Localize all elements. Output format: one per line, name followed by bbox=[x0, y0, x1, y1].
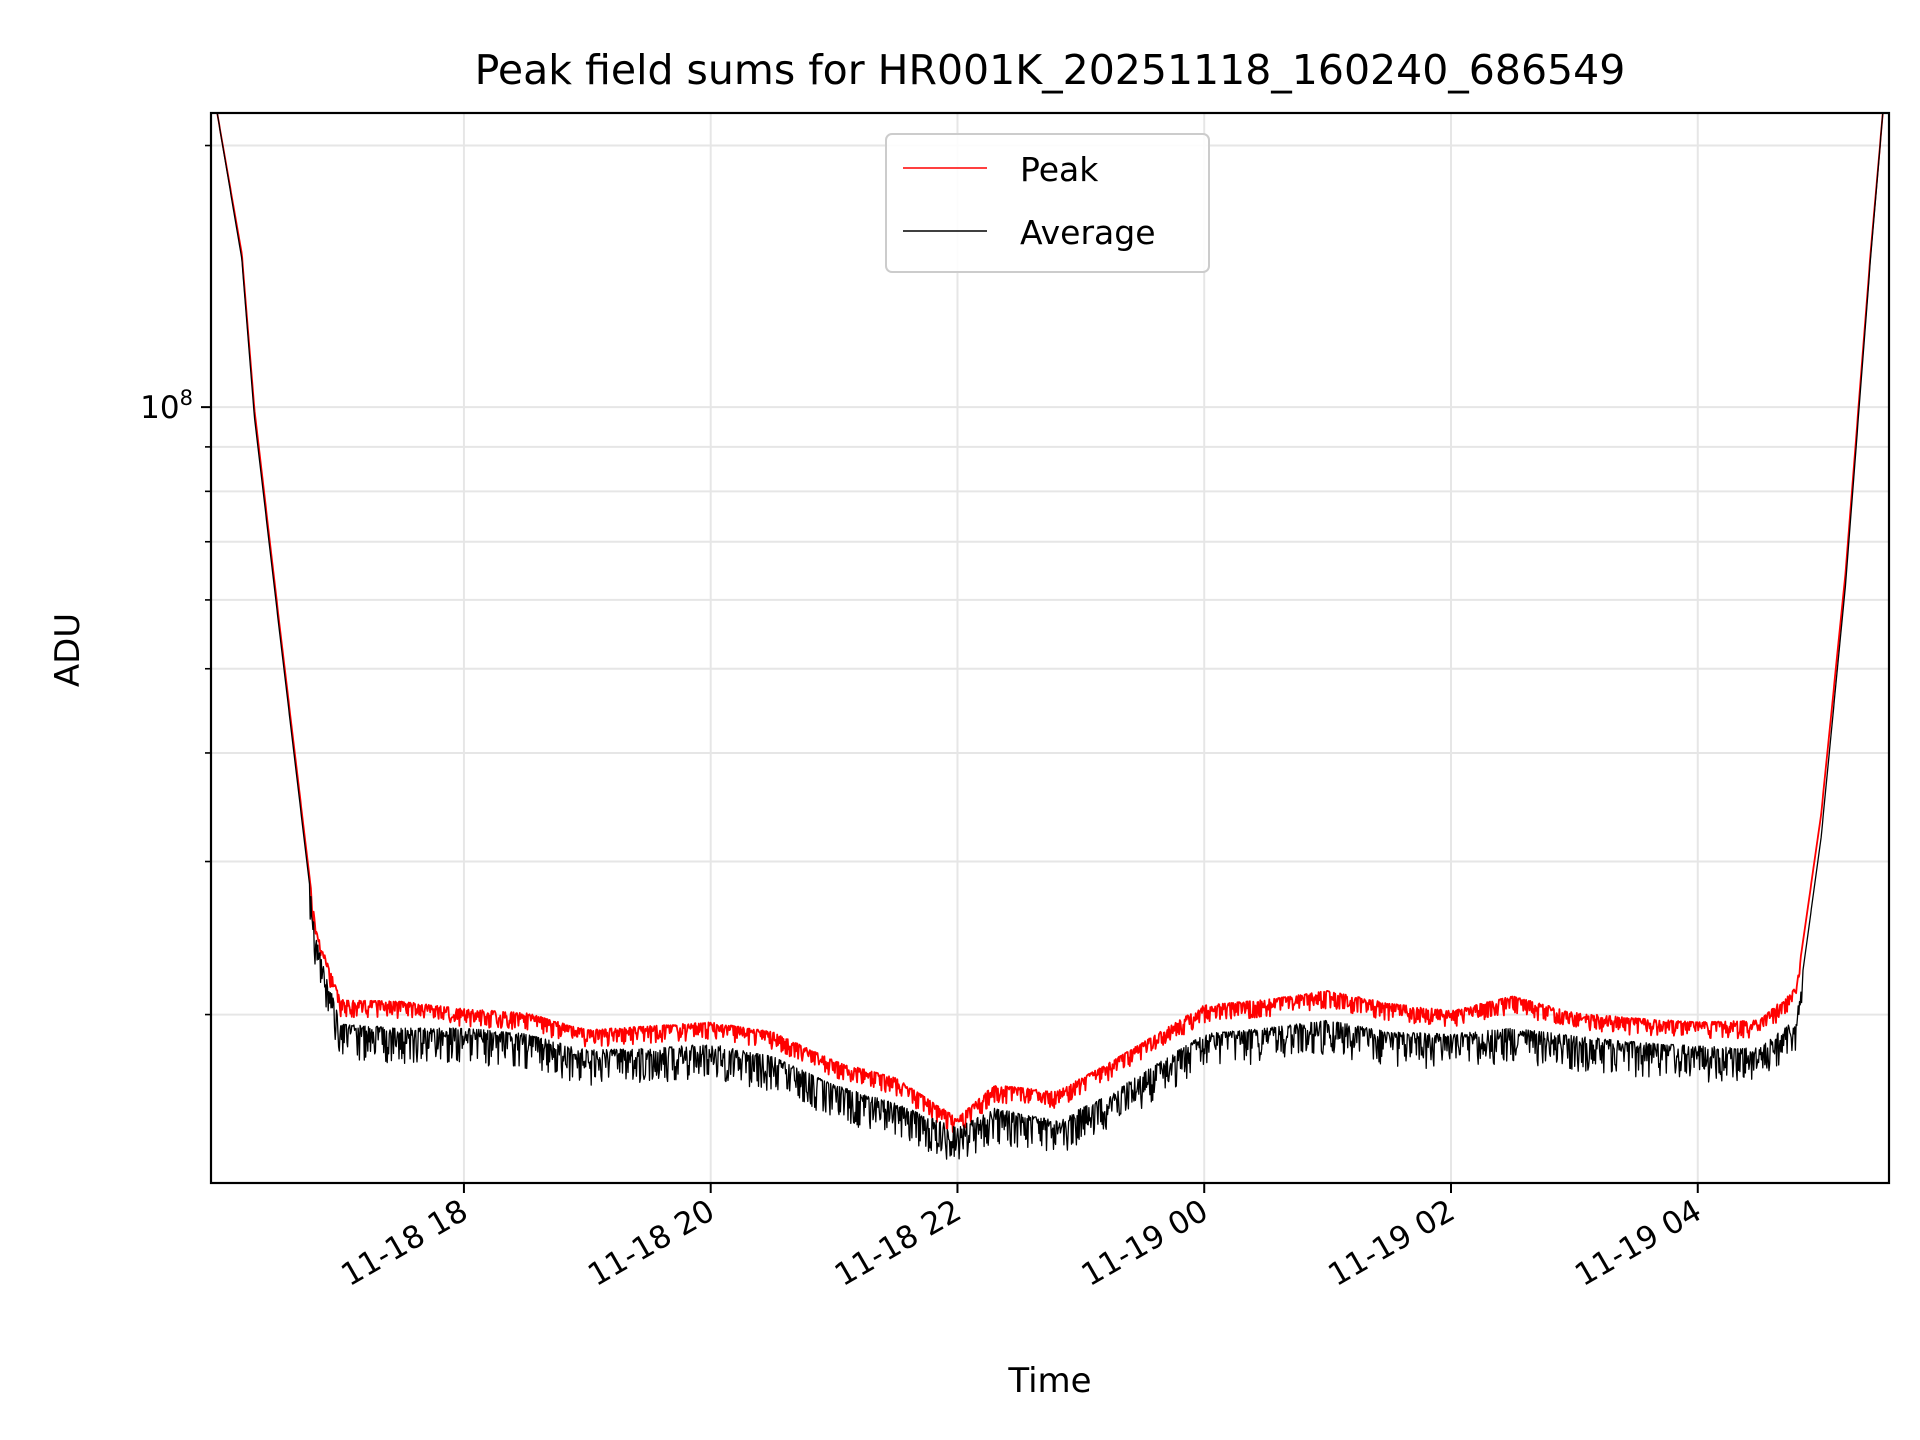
legend-label-average: Average bbox=[1020, 213, 1156, 252]
legend-label-peak: Peak bbox=[1020, 150, 1099, 189]
y-tick-label: 108 bbox=[140, 386, 193, 426]
x-axis-label: Time bbox=[1007, 1361, 1091, 1401]
chart-title: Peak field sums for HR001K_20251118_1602… bbox=[475, 46, 1626, 94]
series-layer bbox=[216, 113, 1884, 1160]
series-line-average bbox=[216, 113, 1884, 1160]
y-axis-label: ADU bbox=[48, 613, 88, 687]
plot-frame bbox=[209, 111, 1891, 1185]
legend: Peak Average bbox=[885, 133, 1210, 273]
series-line-peak bbox=[216, 113, 1884, 1133]
